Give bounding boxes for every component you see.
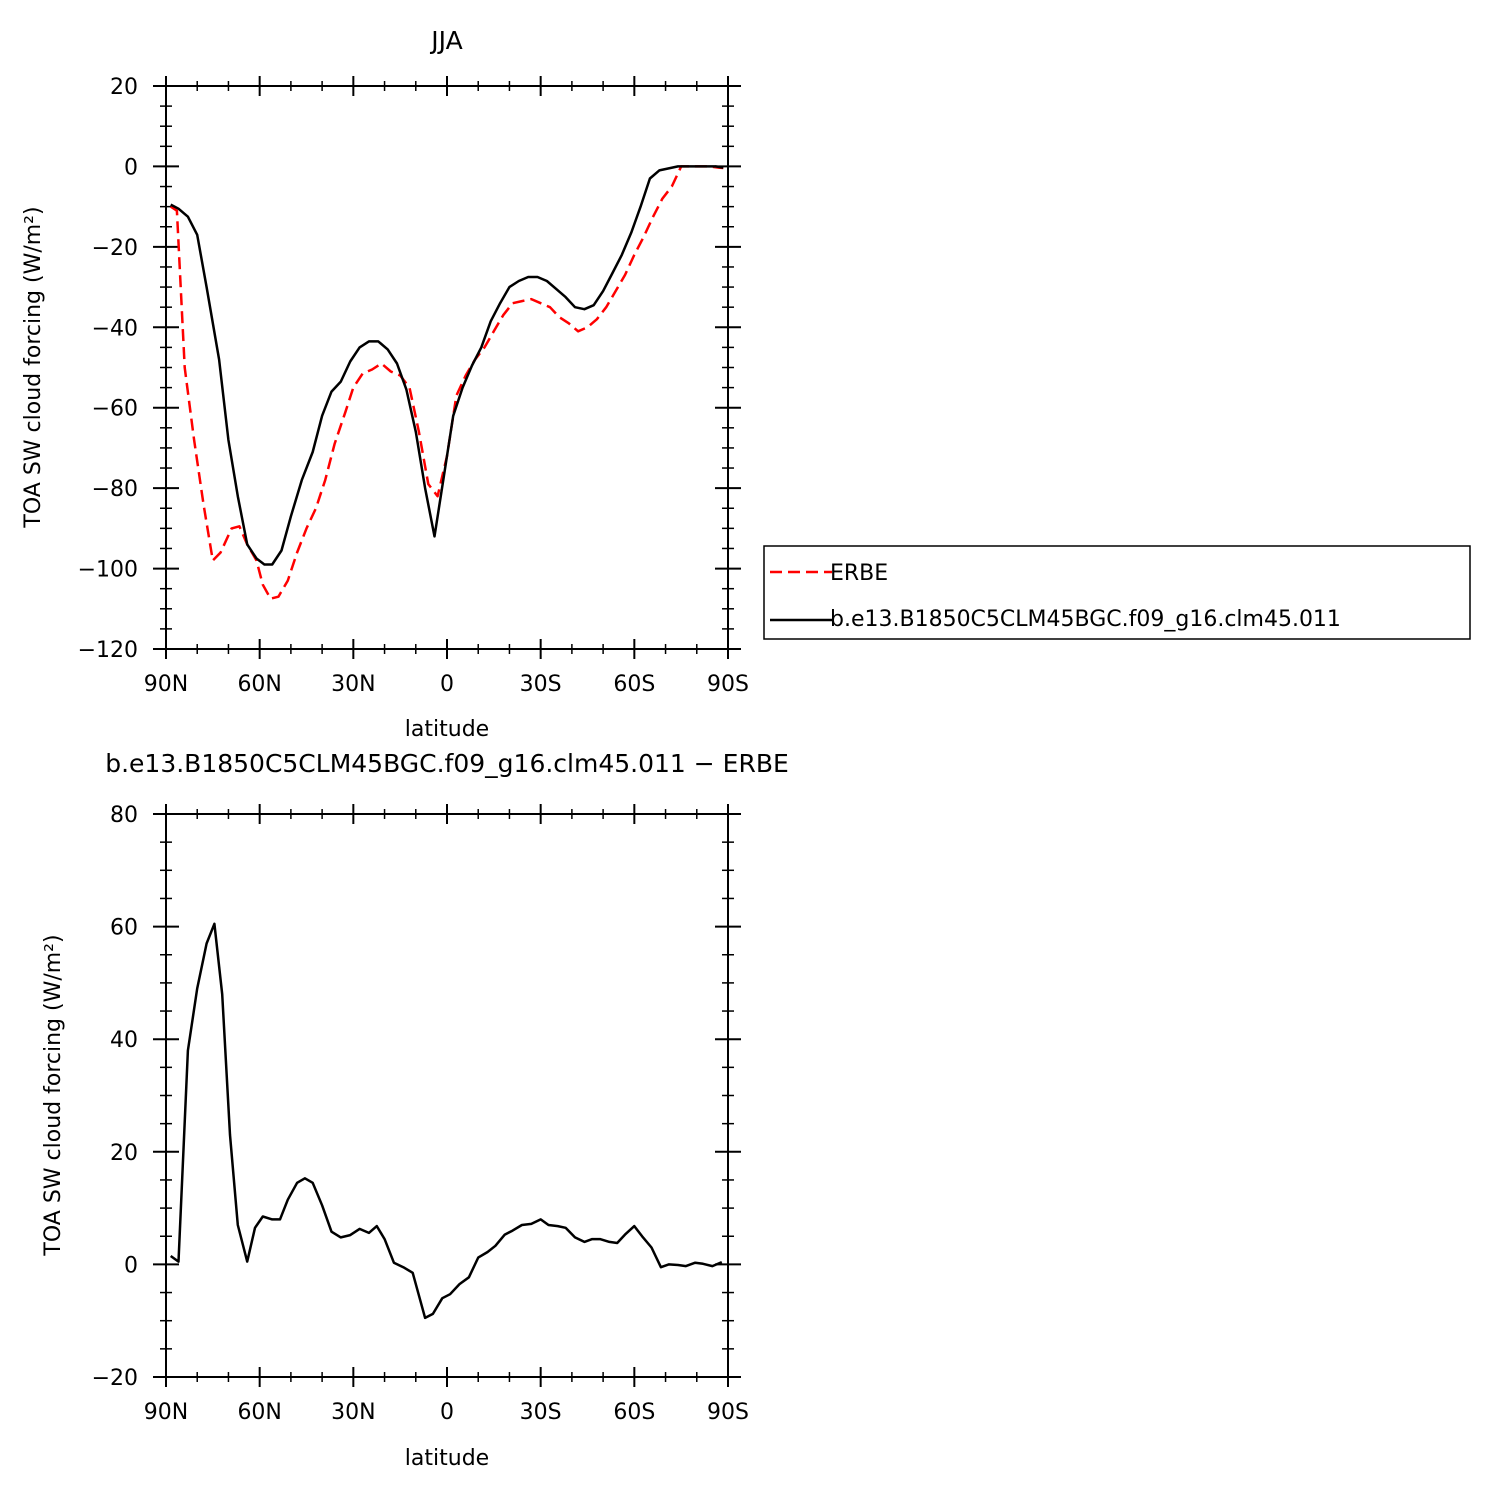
- top-xtick-label: 60S: [613, 672, 655, 697]
- top-ytick-label: −80: [92, 477, 138, 502]
- bottom-xtick-label: 60S: [613, 1400, 655, 1425]
- top-xtick-label: 60N: [237, 672, 281, 697]
- top-x-axis-label: latitude: [405, 717, 489, 742]
- top-series: [170, 165, 724, 600]
- top-ytick-label: −120: [78, 638, 138, 663]
- top-xtick-label: 90N: [144, 672, 188, 697]
- legend-erbe-label: ERBE: [830, 561, 888, 586]
- top-ytick-label: −40: [92, 316, 138, 341]
- bottom-y-axis-label: TOA SW cloud forcing (W/m²): [41, 934, 66, 1256]
- bottom-x-axis-label: latitude: [405, 1446, 489, 1471]
- bottom-chart-title: b.e13.B1850C5CLM45BGC.f09_g16.clm45.011 …: [105, 749, 789, 778]
- legend-box: [763, 545, 1471, 640]
- top-ytick-label: −60: [92, 397, 138, 422]
- bottom-xtick-label: 90S: [707, 1400, 749, 1425]
- bottom-ticks: 90N 60N 30N 0 30S 60S 90S 80 60 40 20 0 −20: [92, 803, 749, 1425]
- top-series-line-0: [170, 165, 724, 600]
- bottom-ytick-label: 80: [110, 803, 138, 828]
- top-chart: JJA TOA SW cloud forcing (W/m²) latitude…: [21, 26, 749, 742]
- top-y-axis-label: TOA SW cloud forcing (W/m²): [21, 206, 46, 528]
- bottom-series-line-0: [169, 922, 723, 1320]
- bottom-ytick-label: 0: [124, 1253, 138, 1278]
- top-xtick-label: 0: [440, 672, 454, 697]
- bottom-plot-frame: [165, 813, 729, 1378]
- bottom-ytick-label: 20: [110, 1141, 138, 1166]
- top-xtick-label: 90S: [707, 672, 749, 697]
- bottom-series: [169, 922, 723, 1320]
- top-ticks: 90N 60N 30N 0 30S 60S 90S 20 0 −20 −40 −60 −80 −100 −1…: [78, 75, 749, 697]
- bottom-ytick-label: 40: [110, 1028, 138, 1053]
- top-chart-title: JJA: [429, 26, 462, 55]
- bottom-xtick-label: 30N: [331, 1400, 375, 1425]
- bottom-ytick-label: −20: [92, 1366, 138, 1391]
- top-xtick-label: 30N: [331, 672, 375, 697]
- bottom-chart: b.e13.B1850C5CLM45BGC.f09_g16.clm45.011 …: [41, 749, 789, 1471]
- top-xtick-label: 30S: [520, 672, 562, 697]
- top-plot-frame: [165, 85, 729, 650]
- top-ytick-label: 20: [110, 75, 138, 100]
- top-ytick-label: 0: [124, 155, 138, 180]
- bottom-xtick-label: 60N: [237, 1400, 281, 1425]
- legend-model-label: b.e13.B1850C5CLM45BGC.f09_g16.clm45.011: [830, 607, 1341, 632]
- legend: ERBE b.e13.B1850C5CLM45BGC.f09_g16.clm45…: [763, 545, 1471, 640]
- top-ytick-label: −100: [78, 558, 138, 583]
- bottom-xtick-label: 0: [440, 1400, 454, 1425]
- bottom-xtick-label: 90N: [144, 1400, 188, 1425]
- top-series-line-1: [170, 165, 724, 566]
- top-ytick-label: −20: [92, 236, 138, 261]
- bottom-xtick-label: 30S: [520, 1400, 562, 1425]
- bottom-ytick-label: 60: [110, 916, 138, 941]
